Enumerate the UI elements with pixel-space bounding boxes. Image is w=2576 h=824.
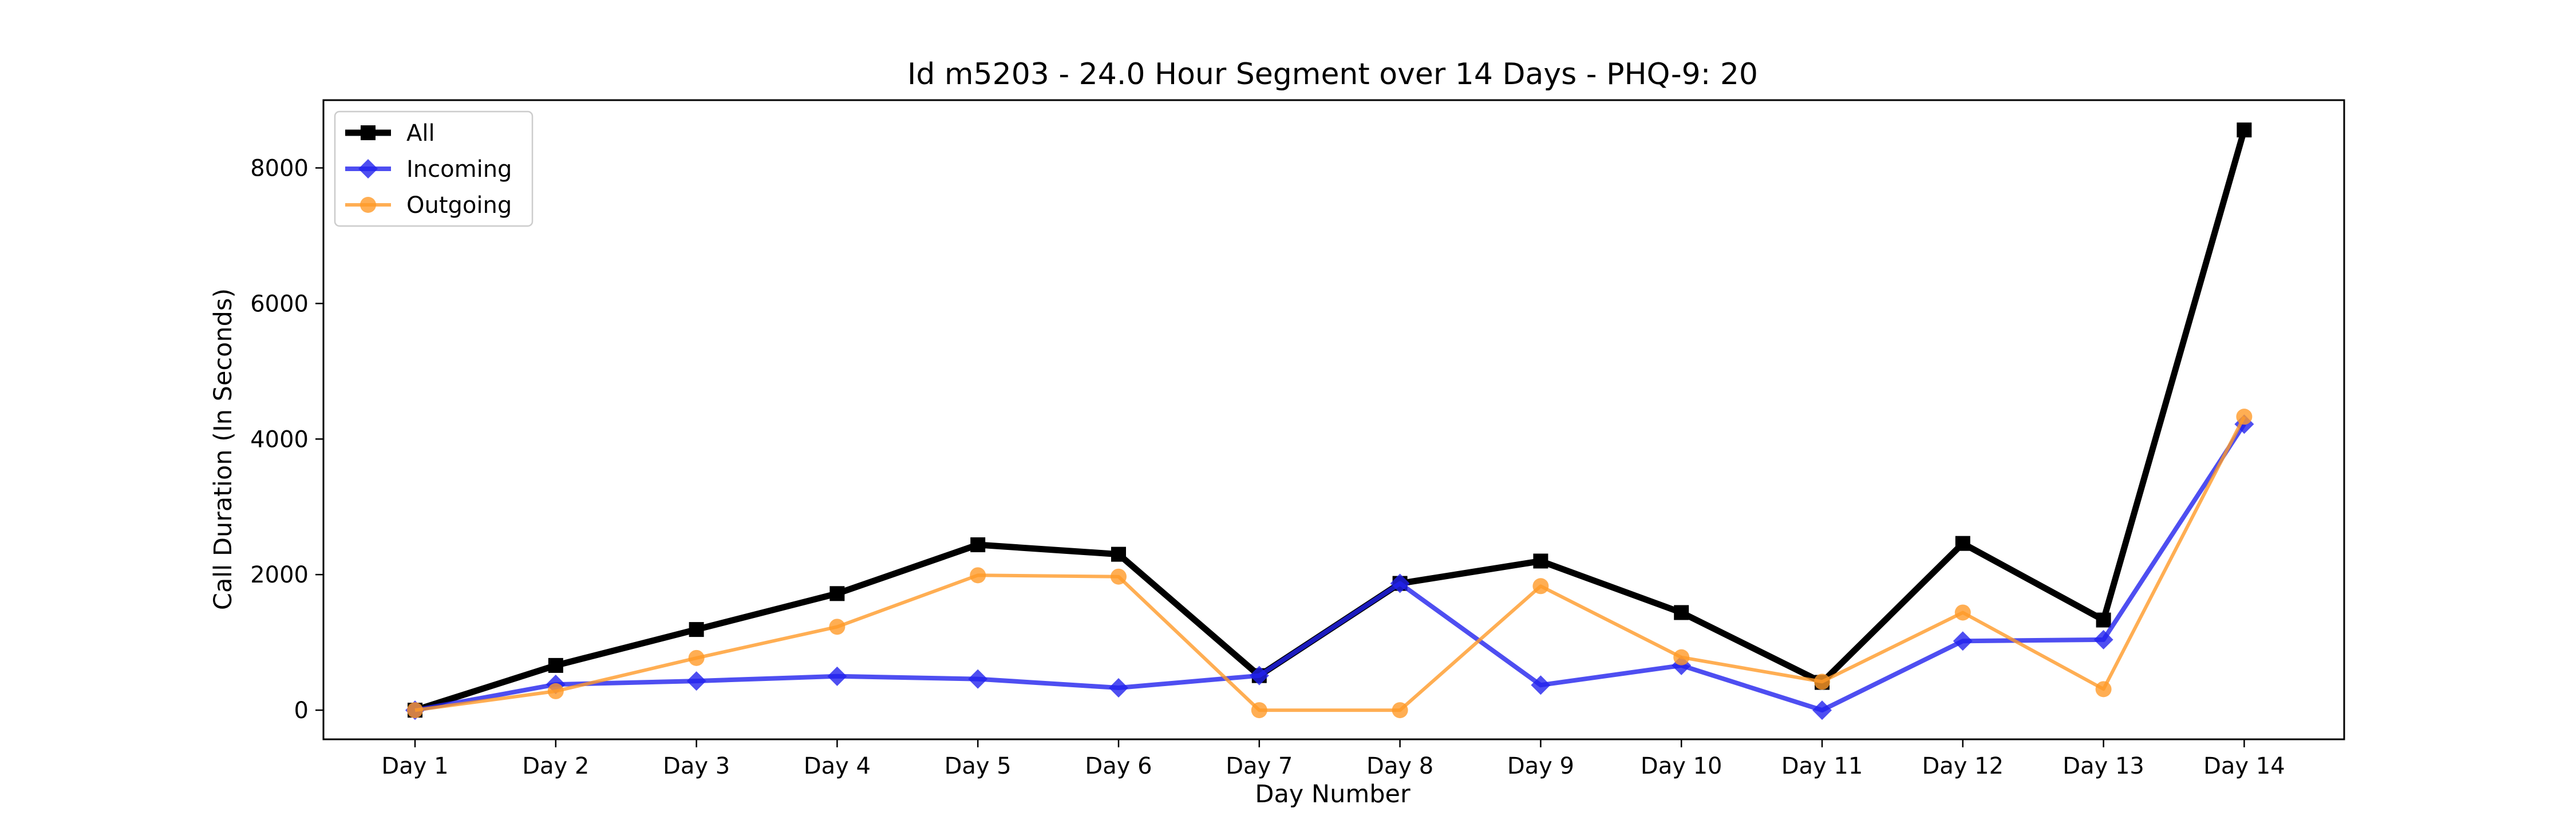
x-tick-label: Day 7 bbox=[1226, 753, 1293, 779]
x-tick-label: Day 14 bbox=[2203, 753, 2285, 779]
data-point-all bbox=[1955, 536, 1970, 551]
data-point-outgoing bbox=[1251, 702, 1267, 719]
data-point-all bbox=[689, 622, 704, 637]
legend-label-incoming: Incoming bbox=[406, 156, 512, 183]
series-line-outgoing bbox=[414, 415, 2246, 712]
data-point-incoming bbox=[686, 671, 706, 691]
series-line-incoming bbox=[414, 423, 2246, 713]
legend-marker-incoming bbox=[358, 159, 378, 179]
data-point-incoming bbox=[2093, 629, 2113, 649]
data-point-outgoing bbox=[407, 702, 423, 719]
data-point-all bbox=[829, 586, 845, 601]
x-tick-label: Day 5 bbox=[945, 753, 1012, 779]
data-point-incoming bbox=[968, 669, 988, 689]
y-tick-label: 0 bbox=[294, 698, 309, 724]
y-tick-label: 6000 bbox=[250, 291, 309, 317]
legend: All Incoming Outgoing bbox=[334, 110, 534, 227]
x-tick-label: Day 9 bbox=[1507, 753, 1574, 779]
data-point-outgoing bbox=[2236, 409, 2253, 425]
series-incoming bbox=[405, 414, 2254, 720]
data-point-all bbox=[1533, 553, 1548, 569]
data-point-outgoing bbox=[1532, 578, 1549, 595]
x-tick-label: Day 6 bbox=[1085, 753, 1152, 779]
legend-box bbox=[334, 110, 534, 227]
y-tick-label: 4000 bbox=[250, 426, 309, 453]
plot-area: Day 1 Day 2 Day 3 Day 4 Day 5 Day 6 Day 7 Day 8… bbox=[250, 99, 2345, 779]
series-outgoing bbox=[407, 409, 2253, 719]
data-point-outgoing bbox=[1673, 649, 1690, 665]
x-tick-label: Day 1 bbox=[381, 753, 448, 779]
x-tick-label: Day 10 bbox=[1641, 753, 1722, 779]
x-tick-label: Day 11 bbox=[1781, 753, 1863, 779]
data-point-outgoing bbox=[1814, 674, 1830, 690]
legend-marker-outgoing bbox=[360, 197, 376, 213]
y-tick-label: 8000 bbox=[250, 155, 309, 181]
data-point-incoming bbox=[1812, 700, 1832, 720]
data-point-outgoing bbox=[688, 649, 705, 666]
data-point-outgoing bbox=[1392, 702, 1408, 719]
data-point-outgoing bbox=[2095, 681, 2112, 698]
legend-marker-shape-outgoing bbox=[360, 197, 376, 213]
data-point-all bbox=[2237, 122, 2252, 138]
x-tick-label: Day 12 bbox=[1922, 753, 2004, 779]
legend-label-outgoing: Outgoing bbox=[406, 192, 512, 219]
plot-frame bbox=[322, 99, 2345, 740]
x-tick-label: Day 13 bbox=[2063, 753, 2144, 779]
data-point-incoming bbox=[827, 666, 847, 686]
data-point-outgoing bbox=[547, 683, 564, 699]
data-point-outgoing bbox=[829, 619, 846, 635]
data-point-incoming bbox=[1531, 675, 1551, 695]
data-point-incoming bbox=[1390, 573, 1410, 593]
x-tick-label: Day 3 bbox=[663, 753, 730, 779]
data-point-outgoing bbox=[1111, 568, 1127, 585]
data-point-all bbox=[970, 537, 986, 553]
series-markers-outgoing bbox=[407, 409, 2253, 719]
legend-marker-shape-all bbox=[361, 125, 376, 140]
data-point-all bbox=[548, 657, 563, 673]
chart-title: Id m5203 - 24.0 Hour Segment over 14 Day… bbox=[907, 57, 1758, 92]
data-point-incoming bbox=[1953, 631, 1973, 651]
data-point-all bbox=[1111, 546, 1126, 562]
data-point-incoming bbox=[1249, 665, 1269, 686]
x-tick-label: Day 2 bbox=[522, 753, 589, 779]
y-axis-label: Call Duration (In Seconds) bbox=[209, 288, 238, 610]
series-markers-incoming bbox=[405, 414, 2254, 720]
y-tick-label: 2000 bbox=[250, 562, 309, 588]
legend-item-outgoing: Outgoing bbox=[345, 192, 512, 219]
data-point-all bbox=[1674, 605, 1689, 620]
x-tick-label: Day 8 bbox=[1366, 753, 1433, 779]
legend-marker-shape-incoming bbox=[358, 159, 378, 179]
legend-marker-all bbox=[361, 125, 376, 140]
x-tick-label: Day 4 bbox=[804, 753, 871, 779]
data-point-outgoing bbox=[970, 567, 986, 584]
data-point-outgoing bbox=[1954, 604, 1971, 621]
legend-item-all: All bbox=[345, 120, 435, 146]
legend-item-incoming: Incoming bbox=[345, 156, 512, 183]
x-axis-label: Day Number bbox=[1255, 780, 1411, 809]
legend-label-all: All bbox=[406, 120, 435, 146]
data-point-all bbox=[2096, 612, 2111, 628]
data-point-incoming bbox=[1109, 678, 1128, 698]
